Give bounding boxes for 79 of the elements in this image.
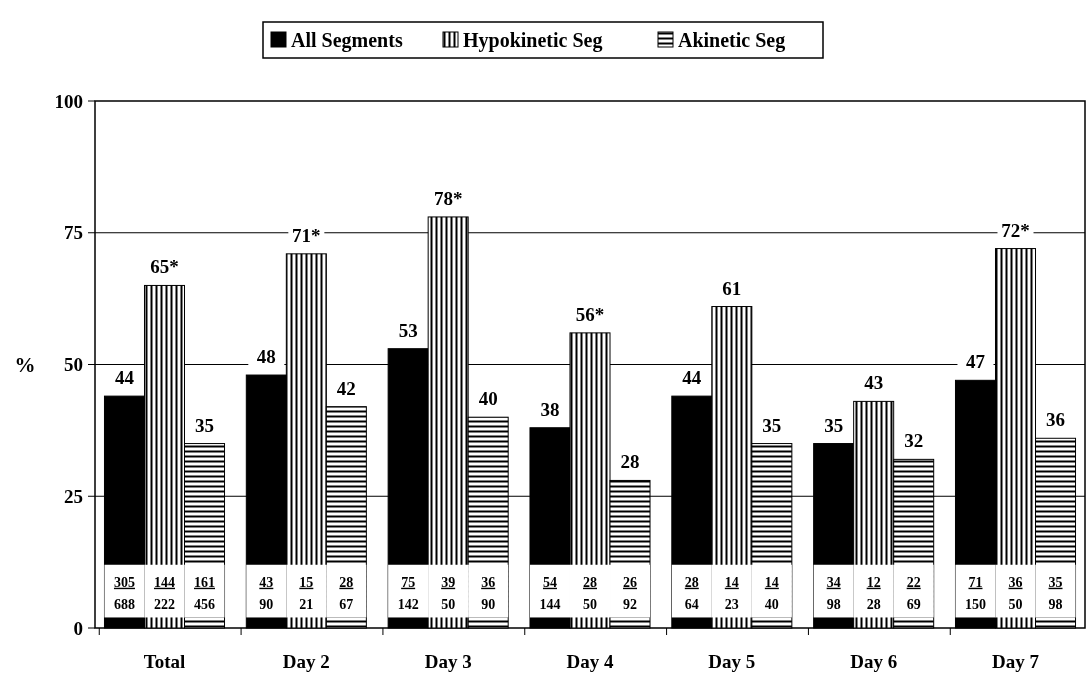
x-tick-label: Day 7 (992, 651, 1040, 672)
annotation: 28 (866, 596, 881, 612)
x-tick-label: Day 2 (282, 651, 330, 672)
data-label: 38 (540, 398, 560, 420)
annotation: 40 (764, 596, 779, 612)
x-tick-label: Day 4 (566, 651, 614, 672)
annotation: 75 (401, 574, 416, 590)
annotation: 222 (154, 596, 175, 612)
annotation: 67 (339, 596, 354, 612)
data-label: 71* (292, 224, 321, 246)
data-label: 65* (150, 256, 179, 278)
annotation: 36 (1008, 574, 1023, 590)
annotation: 161 (194, 574, 216, 590)
annotation: 69 (906, 596, 921, 612)
annotation: 142 (397, 596, 419, 612)
y-tick-label: 0 (73, 617, 83, 639)
annotation: 43 (259, 574, 274, 590)
data-label: 40 (478, 388, 498, 410)
annotation: 50 (441, 596, 456, 612)
data-label: 47 (965, 351, 986, 373)
annotation: 14 (764, 574, 779, 590)
data-label: 28 (620, 451, 640, 473)
annotation: 98 (826, 596, 841, 612)
annotation: 305 (113, 574, 135, 590)
x-tick-label: Day 6 (850, 651, 898, 672)
annotation: 150 (964, 596, 986, 612)
annotation: 15 (299, 574, 314, 590)
data-label: 35 (824, 414, 844, 436)
annotation: 28 (339, 574, 354, 590)
data-label: 44 (682, 367, 702, 389)
data-label: 35 (195, 414, 215, 436)
data-label: 72* (1001, 219, 1030, 241)
data-label: 42 (336, 377, 356, 399)
annotation: 90 (481, 596, 496, 612)
annotation: 28 (684, 574, 699, 590)
annotation: 28 (583, 574, 597, 590)
x-tick-label: Day 3 (424, 651, 472, 672)
annotation: 34 (826, 574, 841, 590)
y-tick-label: 100 (54, 90, 83, 112)
annotation: 54 (542, 574, 557, 590)
annotation: 26 (623, 574, 638, 590)
annotation: 22 (906, 574, 921, 590)
data-label: 61 (722, 277, 742, 299)
legend-label: Akinetic Seg (678, 29, 786, 52)
annotation: 35 (1048, 574, 1063, 590)
legend-label: Hypokinetic Seg (463, 29, 603, 52)
annotation: 144 (154, 574, 175, 590)
data-label: 78* (433, 187, 463, 209)
annotation: 71 (968, 574, 983, 590)
annotation: 39 (441, 574, 456, 590)
legend-label: All Segments (291, 29, 403, 52)
data-label: 36 (1046, 409, 1066, 431)
x-tick-label: Total (143, 651, 186, 672)
annotation: 456 (194, 596, 216, 612)
annotation: 90 (259, 596, 274, 612)
annotation: 50 (1008, 596, 1023, 612)
annotation: 688 (113, 596, 135, 612)
data-label: 43 (864, 372, 884, 394)
data-label: 53 (398, 319, 418, 341)
x-tick-label: Day 5 (708, 651, 756, 672)
data-label: 48 (256, 346, 276, 368)
data-label: 32 (904, 430, 924, 452)
data-label: 44 (114, 367, 135, 389)
annotation: 36 (481, 574, 496, 590)
annotation: 23 (724, 596, 739, 612)
annotation: 21 (299, 596, 314, 612)
y-tick-label: 75 (64, 222, 83, 244)
annotation: 64 (684, 596, 699, 612)
data-label: 56* (575, 303, 605, 325)
y-tick-label: 25 (64, 485, 83, 507)
annotation: 144 (539, 596, 561, 612)
annotation: 50 (583, 596, 597, 612)
annotation: 98 (1048, 596, 1063, 612)
y-tick-label: 50 (64, 354, 83, 376)
y-axis-title: % (14, 352, 36, 377)
data-label: 35 (762, 414, 782, 436)
annotation: 14 (724, 574, 739, 590)
annotation: 12 (866, 574, 881, 590)
annotation: 92 (623, 596, 638, 612)
